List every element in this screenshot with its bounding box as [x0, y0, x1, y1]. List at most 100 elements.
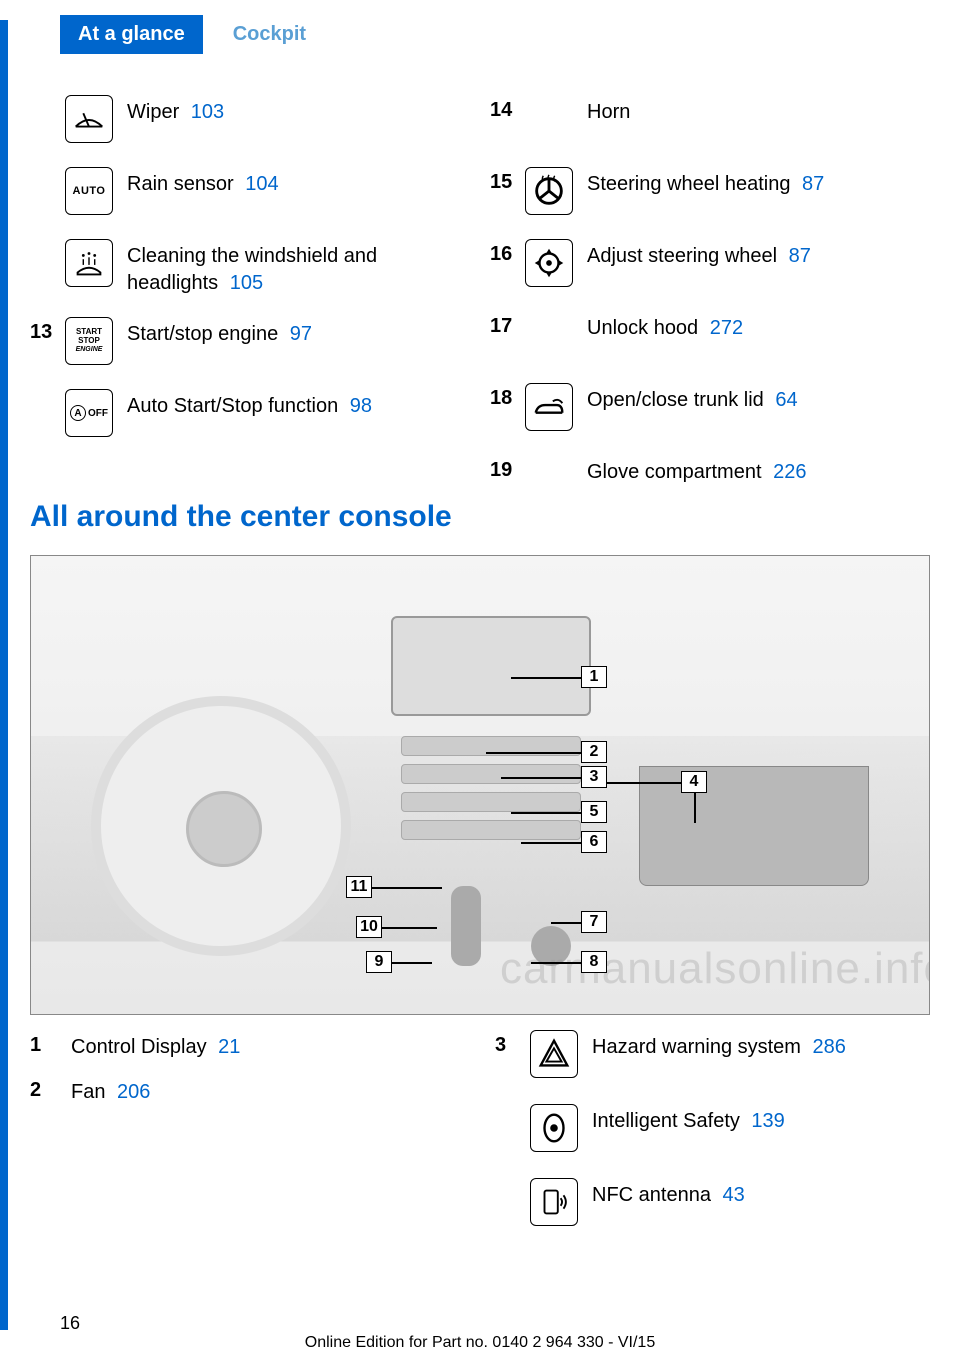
page-ref: 286	[807, 1036, 846, 1058]
item-text: Adjust steering wheel 87	[581, 239, 930, 270]
wiper-icon	[65, 95, 113, 143]
item-text: Wiper 103	[121, 95, 470, 126]
item-text: Hazard warning system 286	[586, 1030, 930, 1061]
item-label: Fan	[71, 1081, 105, 1103]
page-ref: 64	[770, 389, 798, 411]
leader-line	[511, 677, 581, 679]
hazard-icon	[530, 1030, 578, 1078]
list-item: 2Fan 206	[30, 1075, 465, 1106]
leader-line	[607, 782, 681, 784]
left-column: Wiper 103 AUTORain sensor 104 Cleaning the…	[30, 95, 470, 527]
item-label: Wiper	[127, 101, 179, 123]
leader-line	[392, 962, 432, 964]
item-text: Cleaning the windshield and headlights 1…	[121, 239, 470, 297]
startstop-icon: STARTSTOPENGINE	[65, 317, 113, 365]
trunk-icon	[525, 383, 573, 431]
list-item: 15Steering wheel heating 87	[490, 167, 930, 219]
list-item: 14Horn	[490, 95, 930, 147]
item-label: Intelligent Safety	[592, 1110, 740, 1132]
item-icon-slot	[65, 95, 121, 143]
item-icon-slot	[525, 383, 581, 431]
item-label: Open/close trunk lid	[587, 389, 764, 411]
item-icon-slot	[530, 1104, 586, 1152]
leader-line	[372, 887, 442, 889]
list-item: AUTORain sensor 104	[30, 167, 470, 219]
page-ref: 104	[240, 173, 279, 195]
watermark-text: carmanualsonline.info	[500, 944, 930, 994]
item-text: NFC antenna 43	[586, 1178, 930, 1209]
page-ref: 87	[783, 245, 811, 267]
list-item: AOFF Auto Start/Stop function 98	[30, 389, 470, 441]
callout-6: 6	[581, 831, 607, 853]
item-text: Open/close trunk lid 64	[581, 383, 930, 414]
leader-line	[521, 842, 581, 844]
list-item: 3 Hazard warning system 286	[495, 1030, 930, 1086]
item-text: Auto Start/Stop function 98	[121, 389, 470, 420]
center-console-diagram: carmanualsonline.info 1234567891011	[30, 555, 930, 1015]
item-icon-slot	[525, 239, 581, 287]
item-label: Control Display	[71, 1036, 207, 1058]
item-label: Adjust steering wheel	[587, 245, 777, 267]
item-text: Start/stop engine 97	[121, 317, 470, 348]
item-text: Control Display 21	[65, 1030, 465, 1061]
item-text: Glove compartment 226	[581, 455, 930, 486]
leader-line	[531, 962, 581, 964]
item-icon-slot	[530, 1030, 586, 1078]
intelsafety-icon	[530, 1104, 578, 1152]
list-item: Intelligent Safety 139	[495, 1104, 930, 1160]
list-item: NFC antenna 43	[495, 1178, 930, 1234]
list-item: Wiper 103	[30, 95, 470, 147]
item-label: Hazard warning system	[592, 1036, 801, 1058]
item-text: Intelligent Safety 139	[586, 1104, 930, 1135]
item-number	[30, 95, 65, 99]
callout-9: 9	[366, 951, 392, 973]
right-column: 14Horn15Steering wheel heating 8716Adjus…	[490, 95, 930, 527]
wheelheat-icon	[525, 167, 573, 215]
item-label: Unlock hood	[587, 317, 698, 339]
item-number: 19	[490, 455, 525, 482]
callout-8: 8	[581, 951, 607, 973]
callout-4: 4	[681, 771, 707, 793]
item-label: Horn	[587, 101, 630, 123]
item-text: Unlock hood 272	[581, 311, 930, 342]
callout-2: 2	[581, 741, 607, 763]
bottom-left-column: 1Control Display 21 2Fan 206	[30, 1030, 465, 1252]
bottom-right-column: 3 Hazard warning system 286 Intelligent Sa…	[495, 1030, 930, 1252]
auto-icon: AUTO	[65, 167, 113, 215]
page-ref: 206	[111, 1081, 150, 1103]
page-ref: 226	[768, 461, 807, 483]
item-icon-slot: AOFF	[65, 389, 121, 437]
item-text: Steering wheel heating 87	[581, 167, 930, 198]
section-title: All around the center console	[30, 500, 452, 534]
page-ref: 272	[704, 317, 743, 339]
item-number: 18	[490, 383, 525, 410]
page-ref: 103	[185, 101, 224, 123]
page-ref: 105	[224, 272, 263, 294]
page-number: 16	[60, 1313, 80, 1334]
item-icon-slot: AUTO	[65, 167, 121, 215]
page-ref: 21	[213, 1036, 241, 1058]
item-number: 3	[495, 1030, 530, 1057]
item-label: NFC antenna	[592, 1184, 711, 1206]
item-icon-slot	[65, 239, 121, 287]
header-section: At a glance	[60, 15, 203, 54]
header-subsection: Cockpit	[233, 23, 306, 46]
list-item: Cleaning the windshield and headlights 1…	[30, 239, 470, 297]
page-ref: 87	[796, 173, 824, 195]
item-label: Start/stop engine	[127, 323, 278, 345]
leader-line	[694, 793, 696, 823]
list-item: 17Unlock hood 272	[490, 311, 930, 363]
list-item: 1Control Display 21	[30, 1030, 465, 1061]
leader-line	[501, 777, 581, 779]
aoff-icon: AOFF	[65, 389, 113, 437]
callout-5: 5	[581, 801, 607, 823]
list-item: 13STARTSTOPENGINE Start/stop engine 97	[30, 317, 470, 369]
item-number	[495, 1178, 530, 1182]
item-text: Horn	[581, 95, 930, 126]
item-label: Glove compartment	[587, 461, 762, 483]
leader-line	[511, 812, 581, 814]
item-icon-slot: STARTSTOPENGINE	[65, 317, 121, 365]
callout-7: 7	[581, 911, 607, 933]
item-number: 13	[30, 317, 65, 344]
callout-3: 3	[581, 766, 607, 788]
